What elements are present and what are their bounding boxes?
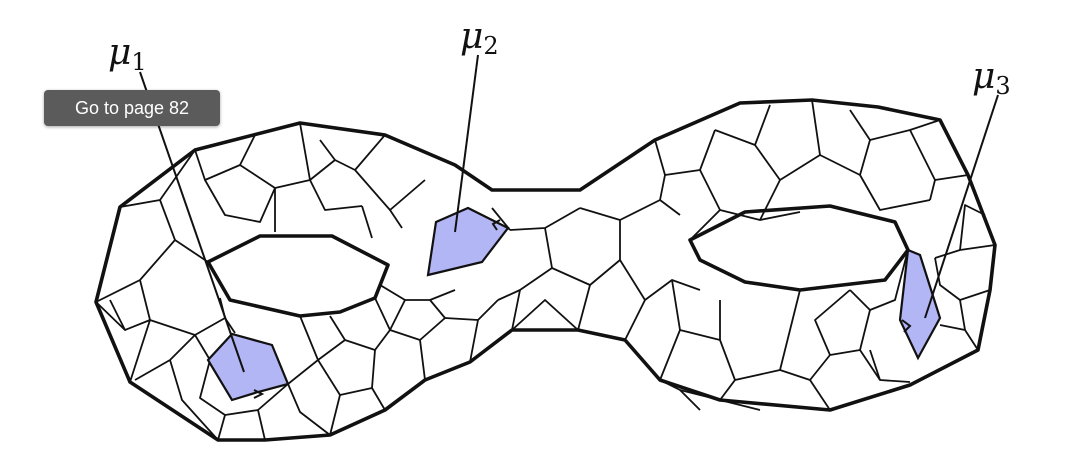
outer-boundary [94,98,997,442]
label-mu1: μ1 [108,32,147,76]
face-mu3 [898,248,942,361]
leader-mu2 [454,54,479,233]
highlighted-faces [206,206,942,402]
figure-labels: μ1 μ2 μ3 [108,16,1011,100]
arrow-mu2 [491,219,501,231]
right-hole-outline [688,204,910,292]
hole-outlines [206,204,910,318]
face-mu2 [426,206,510,277]
left-hole-outline [206,234,390,318]
face-mu1 [206,332,290,402]
orientation-marks [253,219,912,399]
label-mu2: μ2 [460,16,499,60]
page-link-tooltip[interactable]: Go to page 82 [44,90,220,126]
arrow-mu3 [901,319,912,333]
leader-mu3 [924,94,999,319]
arrow-mu1 [253,389,265,399]
label-mu3: μ3 [972,56,1011,100]
